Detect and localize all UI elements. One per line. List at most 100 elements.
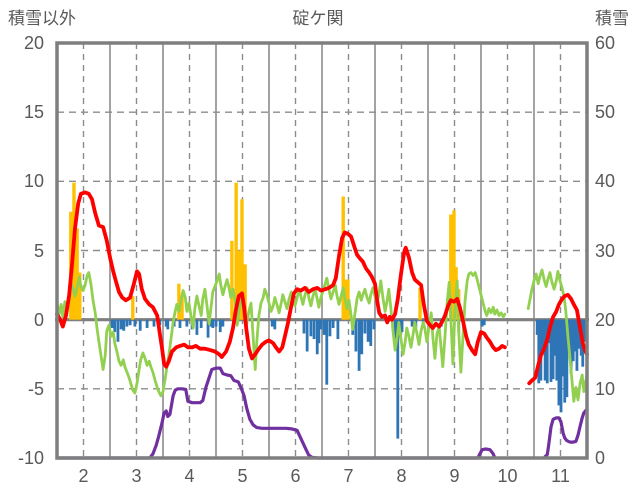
x-axis-tick-label: 4: [184, 466, 195, 486]
orange-bar: [449, 214, 453, 320]
blue-bar: [214, 319, 218, 327]
blue-bar: [583, 319, 587, 342]
blue-bar: [551, 319, 555, 380]
blue-bar: [178, 319, 182, 328]
blue-bar: [480, 319, 484, 327]
x-axis-tick-label: 7: [343, 466, 354, 486]
blue-bar: [166, 319, 170, 330]
blue-bar: [549, 319, 553, 382]
x-axis-tick-label: 10: [497, 466, 518, 486]
orange-bar: [177, 283, 181, 320]
blue-bar: [152, 319, 156, 327]
left-axis-tick-label: 15: [23, 102, 44, 123]
green-line-segment: [55, 271, 507, 398]
blue-bar: [555, 319, 559, 381]
blue-bar: [569, 319, 573, 374]
blue-bar: [393, 319, 397, 345]
blue-bar: [315, 319, 319, 355]
blue-bar: [122, 319, 126, 331]
green-line-segment: [526, 268, 589, 403]
chart-title: 碇ケ関: [292, 9, 344, 28]
red-line-segment: [527, 292, 589, 386]
orange-bar: [230, 240, 234, 320]
blue-bar: [138, 319, 142, 331]
blue-bar: [325, 319, 329, 385]
blue-bar: [565, 319, 569, 398]
blue-bar: [211, 319, 215, 328]
right-axis-tick-label: 50: [595, 102, 616, 123]
blue-bar: [539, 319, 543, 381]
blue-bar: [119, 319, 123, 330]
plot-border: [55, 41, 589, 460]
blue-bar: [575, 319, 579, 371]
blue-bar: [357, 319, 361, 371]
green-line-series: [55, 268, 589, 403]
blue-bar: [302, 319, 306, 334]
blue-bar: [110, 319, 114, 328]
orange-bar: [75, 228, 79, 320]
blue-bar: [482, 319, 486, 326]
blue-bar: [309, 319, 313, 337]
orange-bar: [341, 196, 345, 320]
blue-bar: [317, 319, 321, 344]
right-axis-tick-label: 30: [595, 240, 616, 261]
blue-bar: [312, 319, 316, 340]
x-axis-tick-label: 6: [290, 466, 301, 486]
blue-bars-series: [110, 319, 587, 439]
left-axis-tick-label: 5: [33, 240, 44, 261]
orange-bar: [237, 250, 241, 320]
left-axis-tick-label: 10: [23, 171, 44, 192]
blue-bar: [305, 319, 309, 352]
left-axis-tick-label: 20: [23, 33, 44, 53]
orange-bar: [234, 182, 238, 320]
x-axis-tick-label: 5: [237, 466, 248, 486]
blue-bar: [273, 319, 277, 330]
x-axis-tick-label: 9: [449, 466, 460, 486]
blue-bar: [571, 319, 575, 362]
blue-bar: [195, 319, 199, 335]
right-axis-tick-label: 40: [595, 171, 616, 192]
blue-bar: [319, 319, 323, 330]
purple-line-segment: [543, 408, 589, 459]
orange-bar: [180, 296, 184, 320]
left-axis-tick-label: -5: [27, 378, 44, 399]
x-axis-tick-label: 8: [396, 466, 407, 486]
right-axis-tick-label: 60: [595, 33, 616, 53]
blue-bar: [128, 319, 132, 326]
right-axis-tick-label: 20: [595, 309, 616, 330]
blue-bar: [331, 319, 335, 328]
blue-bar: [133, 319, 137, 327]
x-axis-tick-label: 3: [131, 466, 142, 486]
blue-bar: [400, 319, 404, 333]
blue-bar: [221, 319, 225, 327]
blue-bar: [369, 319, 373, 346]
orange-bar: [418, 287, 422, 320]
blue-bar: [336, 319, 340, 340]
right-axis-tick-label: 0: [595, 448, 606, 468]
blue-bar: [559, 319, 563, 413]
red-line-series: [55, 190, 589, 386]
blue-bar: [535, 319, 539, 335]
blue-bar: [164, 319, 168, 327]
orange-bar: [452, 210, 456, 320]
blue-bar: [573, 319, 577, 352]
blue-bar: [563, 319, 567, 403]
blue-bar: [218, 319, 222, 333]
orange-bar: [131, 296, 135, 320]
red-line-segment: [55, 190, 507, 369]
x-axis-tick-label: 2: [78, 466, 89, 486]
orange-bar: [240, 199, 244, 320]
blue-bar: [125, 319, 129, 327]
blue-bar: [553, 319, 557, 356]
left-axis-tick-label: 0: [33, 309, 44, 330]
blue-bar: [366, 319, 370, 342]
blue-bar: [354, 319, 358, 352]
x-axis-tick-label: 11: [551, 466, 570, 486]
blue-bar: [116, 319, 120, 342]
blue-bar: [561, 319, 565, 377]
left-axis-title: 積雪以外: [8, 9, 76, 28]
blue-bar: [577, 319, 581, 349]
blue-bar: [537, 319, 541, 384]
orange-bar: [78, 272, 82, 320]
